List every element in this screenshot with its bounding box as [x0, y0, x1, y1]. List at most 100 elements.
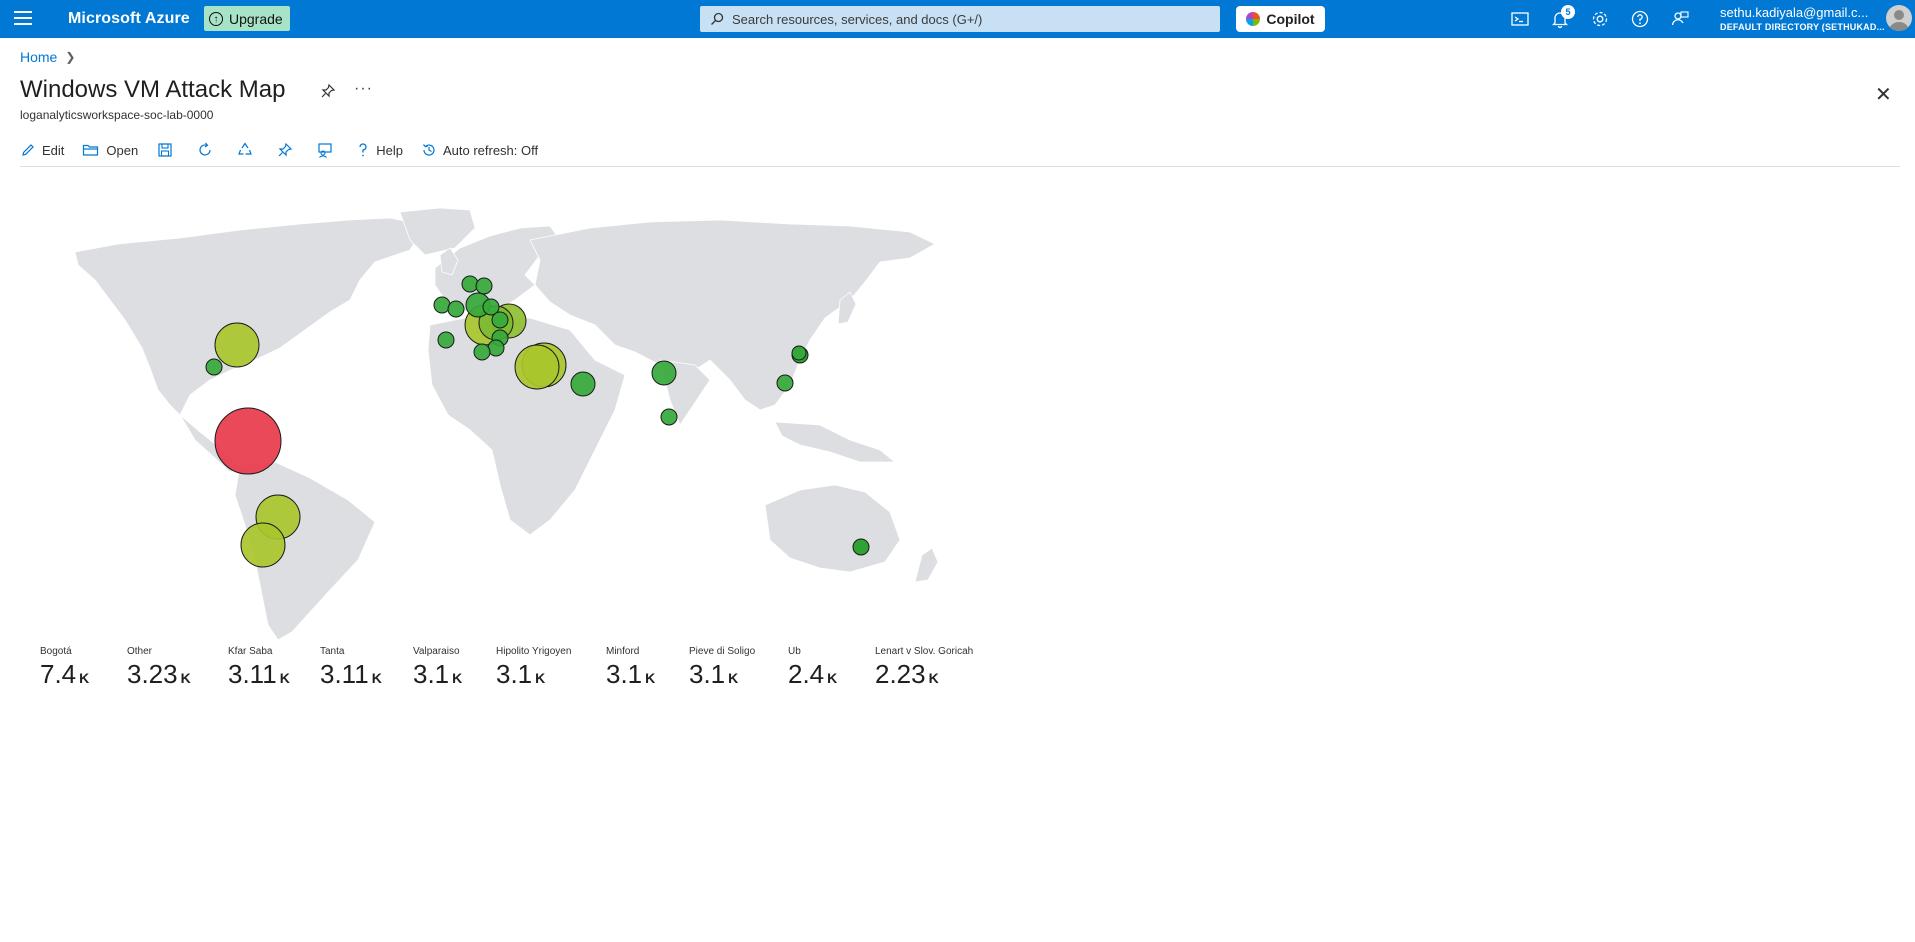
metric-value: 2.23	[875, 659, 926, 689]
metric-tile[interactable]: Lenart v Slov. Goricah 2.23 K	[875, 646, 973, 690]
marker-korea-2[interactable]	[791, 345, 807, 361]
marker-mexico[interactable]	[205, 358, 223, 376]
marker-europe-4[interactable]	[433, 296, 451, 314]
search-icon	[711, 12, 724, 25]
help-question-icon[interactable]	[1630, 9, 1650, 29]
metric-unit: K	[535, 670, 546, 686]
marker-europe-9[interactable]	[487, 339, 505, 357]
marker-gulf[interactable]	[570, 371, 596, 397]
metric-label: Pieve di Soligo	[689, 646, 756, 657]
metric-unit: K	[79, 670, 90, 686]
metric-unit: K	[728, 670, 739, 686]
pencil-icon	[22, 144, 34, 156]
marker-europe-3[interactable]	[475, 277, 493, 295]
metric-value: 3.1	[413, 659, 450, 689]
copilot-logo-icon	[1246, 12, 1261, 26]
pin-to-dashboard-icon[interactable]	[320, 83, 336, 99]
metric-value: 3.23	[127, 659, 178, 689]
user-avatar[interactable]	[1886, 5, 1912, 31]
edit-button[interactable]: Edit	[20, 142, 64, 158]
hamburger-menu-icon[interactable]	[14, 11, 32, 27]
search-input[interactable]	[730, 10, 1204, 28]
metric-tile[interactable]: Pieve di Soligo 3.1 K	[689, 646, 755, 690]
more-options-ellipsis-icon[interactable]: ···	[354, 80, 373, 97]
marker-europe-5[interactable]	[447, 300, 465, 318]
metric-label: Lenart v Slov. Goricah	[875, 646, 974, 657]
close-blade-icon[interactable]: ✕	[1875, 84, 1892, 106]
metric-unit: K	[928, 670, 939, 686]
cloud-shell-icon[interactable]	[1510, 9, 1530, 29]
avatar-person-icon	[1889, 10, 1909, 31]
metric-tile[interactable]: Tanta 3.11 K	[320, 646, 382, 690]
attack-world-map[interactable]	[30, 200, 940, 640]
help-button[interactable]: Help	[356, 142, 403, 158]
metric-value: 7.4	[40, 659, 77, 689]
metric-unit: K	[645, 670, 656, 686]
feedback-icon[interactable]	[1670, 9, 1690, 29]
search-box[interactable]	[700, 6, 1220, 32]
metric-tile[interactable]: Bogotá 7.4 K	[40, 646, 89, 690]
metric-label: Hipolito Yrigoyen	[496, 646, 572, 657]
refresh-icon[interactable]	[196, 142, 214, 158]
copilot-label: Copilot	[1266, 11, 1315, 27]
copilot-button[interactable]: Copilot	[1236, 6, 1325, 32]
edit-label: Edit	[42, 142, 65, 158]
marker-europe-6[interactable]	[482, 298, 500, 316]
marker-bogota[interactable]	[214, 407, 282, 475]
page-subtitle: loganalyticsworkspace-soc-lab-0000	[20, 108, 214, 122]
metric-tile[interactable]: Valparaiso 3.1 K	[413, 646, 462, 690]
metric-tile[interactable]: Minford 3.1 K	[606, 646, 655, 690]
upgrade-button[interactable]: ↑ Upgrade	[204, 6, 290, 31]
metric-unit: K	[452, 670, 463, 686]
marker-europe-2[interactable]	[461, 275, 479, 293]
marker-tanta[interactable]	[514, 344, 560, 390]
toolbar: Edit Open Help	[20, 140, 556, 160]
metric-unit: K	[180, 670, 191, 686]
account-directory: DEFAULT DIRECTORY (SETHUKAD...	[1720, 22, 1885, 32]
folder-open-icon	[83, 144, 99, 156]
marker-hipolito-yrigoyen[interactable]	[240, 522, 286, 568]
toolbar-divider	[20, 166, 1900, 167]
recycle-reset-icon[interactable]	[236, 142, 254, 158]
feedback-person-icon[interactable]	[316, 142, 334, 158]
open-button[interactable]: Open	[82, 142, 138, 158]
notification-count-badge: 5	[1561, 5, 1575, 19]
metric-label: Bogotá	[40, 646, 72, 657]
brand-name[interactable]: Microsoft Azure	[68, 10, 190, 27]
world-landmass	[74, 207, 939, 640]
open-label: Open	[106, 142, 139, 158]
breadcrumb-home-link[interactable]: Home	[20, 49, 58, 65]
marker-india-south[interactable]	[660, 408, 678, 426]
help-label: Help	[376, 142, 403, 158]
metric-label: Ub	[788, 646, 801, 657]
marker-shanghai[interactable]	[776, 374, 794, 392]
metric-unit: K	[279, 670, 290, 686]
metric-tile[interactable]: Kfar Saba 3.11 K	[228, 646, 290, 690]
auto-refresh-button[interactable]: Auto refresh: Off	[421, 142, 538, 158]
metric-label: Minford	[606, 646, 640, 657]
upgrade-label: Upgrade	[229, 10, 283, 27]
metric-value: 3.11	[228, 659, 277, 689]
marker-europe-7[interactable]	[491, 311, 509, 329]
marker-australia[interactable]	[852, 538, 870, 556]
account-email: sethu.kadiyala@gmail.c...	[1720, 5, 1869, 20]
metric-value: 2.4	[788, 659, 825, 689]
settings-gear-icon[interactable]	[1590, 9, 1610, 29]
metric-tile[interactable]: Ub 2.4 K	[788, 646, 837, 690]
marker-spain[interactable]	[437, 331, 455, 349]
marker-europe-10[interactable]	[473, 343, 491, 361]
pin-icon[interactable]	[276, 142, 294, 158]
breadcrumb: Home ❯	[20, 49, 75, 65]
metric-unit: K	[827, 670, 838, 686]
save-icon[interactable]	[156, 142, 174, 158]
metric-value: 3.1	[689, 659, 726, 689]
metric-tile[interactable]: Other 3.23 K	[127, 646, 191, 690]
history-clock-icon	[423, 144, 435, 156]
metric-tile[interactable]: Hipolito Yrigoyen 3.1 K	[496, 646, 571, 690]
chevron-right-icon: ❯	[65, 50, 76, 64]
metric-label: Other	[127, 646, 153, 657]
marker-minford[interactable]	[214, 322, 260, 368]
account-info[interactable]: sethu.kadiyala@gmail.c... DEFAULT DIRECT…	[1720, 5, 1885, 32]
marker-india-north[interactable]	[651, 360, 677, 386]
metric-label: Kfar Saba	[228, 646, 273, 657]
